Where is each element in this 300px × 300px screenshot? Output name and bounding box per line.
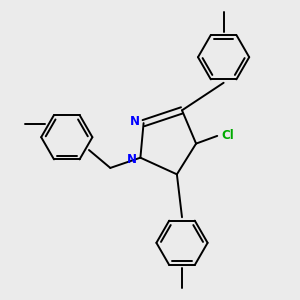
Text: N: N — [126, 153, 136, 166]
Text: Cl: Cl — [222, 129, 234, 142]
Text: N: N — [130, 115, 140, 128]
